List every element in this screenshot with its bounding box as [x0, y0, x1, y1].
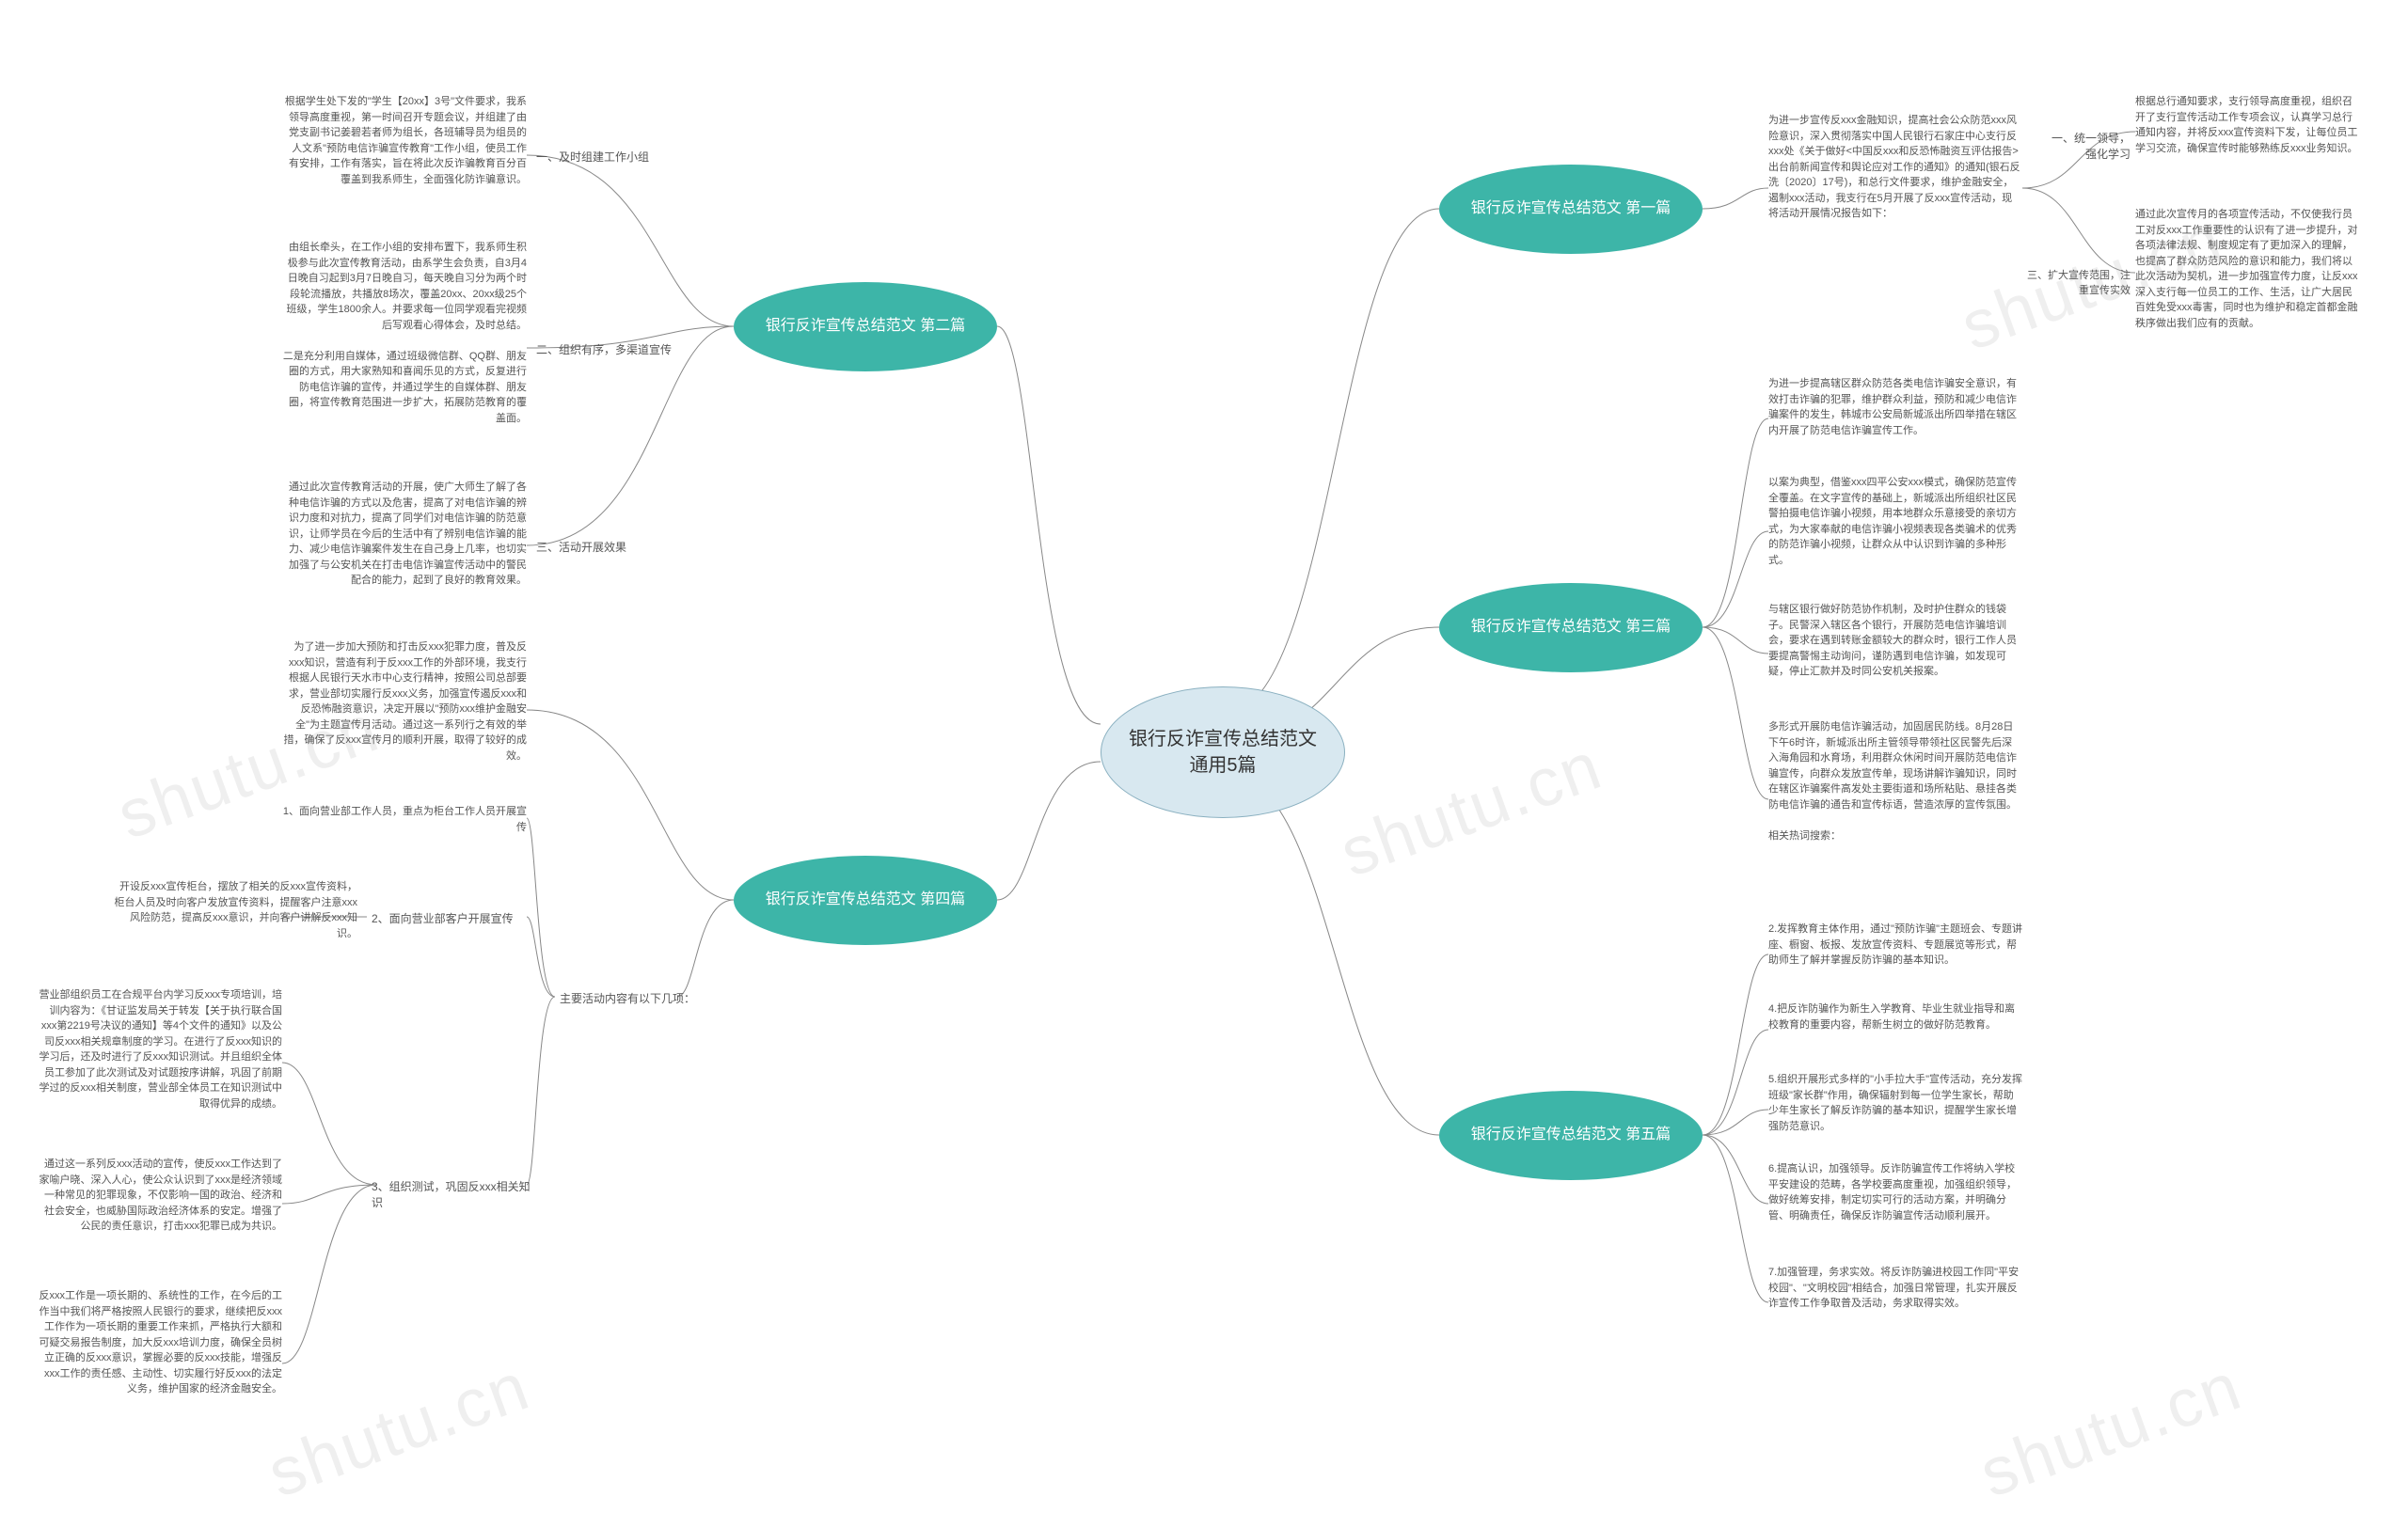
leaf-s5-2: 4.把反诈防骗作为新生入学教育、毕业生就业指导和离校教育的重要内容，帮新生树立的…: [1768, 1001, 2022, 1032]
leaf-s1-intro: 为进一步宣传反xxx金融知识，提高社会公众防范xxx风险意识，深入贯彻落实中国人…: [1768, 113, 2022, 222]
leaf-s5-1: 2.发挥教育主体作用，通过"预防诈骗"主题班会、专题讲座、橱窗、板报、发放宣传资…: [1768, 922, 2022, 969]
leaf-s1-c2: 通过此次宣传月的各项宣传活动，不仅使我行员工对反xxx工作重要性的认识有了进一步…: [2135, 207, 2361, 331]
watermark: shutu.cn: [1331, 727, 1612, 892]
leaf-s2-3-label: 三、活动开展效果: [536, 539, 687, 555]
watermark: shutu.cn: [259, 1348, 540, 1513]
leaf-s2-2-label: 二、组织有序，多渠道宣传: [536, 341, 696, 357]
subnode-1[interactable]: 银行反诈宣传总结范文 第一篇: [1439, 165, 1703, 254]
leaf-s2-3: 通过此次宣传教育活动的开展，使广大师生了解了各种电信诈骗的方式以及危害，提高了对…: [282, 480, 527, 589]
leaf-s4-sub3c: 反xxx工作是一项长期的、系统性的工作，在今后的工作当中我们将严格按照人民银行的…: [38, 1288, 282, 1397]
subnode-2[interactable]: 银行反诈宣传总结范文 第二篇: [734, 282, 997, 371]
leaf-s2-1: 根据学生处下发的"学生【20xx】3号"文件要求，我系领导高度重视，第一时间召开…: [282, 94, 527, 187]
leaf-s3-2: 以案为典型，借鉴xxx四平公安xxx模式，确保防范宣传全覆盖。在文字宣传的基础上…: [1768, 475, 2022, 568]
leaf-s4-sub3-label: 3、组织测试，巩固反xxx相关知识: [372, 1178, 541, 1210]
subnode-label: 银行反诈宣传总结范文 第三篇: [1471, 618, 1671, 638]
center-node-label: 银行反诈宣传总结范文通用5篇: [1120, 726, 1325, 779]
leaf-s2-2: 由组长牵头，在工作小组的安排布置下，我系师生积极参与此次宣传教育活动，由系学生会…: [282, 240, 527, 426]
center-node[interactable]: 银行反诈宣传总结范文通用5篇: [1101, 686, 1345, 818]
leaf-s4-intro: 为了进一步加大预防和打击反xxx犯罪力度，普及反xxx知识，营造有利于反xxx工…: [282, 639, 527, 764]
leaf-s4-sub2-label: 2、面向营业部客户开展宣传: [372, 910, 531, 926]
subnode-4[interactable]: 银行反诈宣传总结范文 第四篇: [734, 856, 997, 945]
leaf-s4-sub3a: 营业部组织员工在合规平台内学习反xxx专项培训，培训内容为：《甘证监发局关于转发…: [38, 987, 282, 1111]
subnode-label: 银行反诈宣传总结范文 第一篇: [1471, 199, 1671, 219]
subnode-3[interactable]: 银行反诈宣传总结范文 第三篇: [1439, 583, 1703, 672]
leaf-s4-mainlabel: 主要活动内容有以下几项：: [560, 990, 710, 1006]
leaf-s4-sub1: 1、面向营业部工作人员，重点为柜台工作人员开展宣传: [282, 804, 527, 835]
subnode-label: 银行反诈宣传总结范文 第五篇: [1471, 1126, 1671, 1145]
leaf-s4-sub2-text: 开设反xxx宣传柜台，摆放了相关的反xxx宣传资料，柜台人员及时向客户发放宣传资…: [113, 879, 357, 941]
watermark: shutu.cn: [1971, 1348, 2252, 1513]
leaf-s3-3: 与辖区银行做好防范协作机制，及时护住群众的钱袋子。民警深入辖区各个银行，开展防范…: [1768, 602, 2022, 680]
leaf-s5-5: 7.加强管理，务求实效。将反诈防骗进校园工作同"平安校园"、"文明校园"相结合，…: [1768, 1265, 2022, 1312]
leaf-s1-c1: 根据总行通知要求，支行领导高度重视，组织召开了支行宣传活动工作专项会议，认真学习…: [2135, 94, 2361, 156]
subnode-label: 银行反诈宣传总结范文 第四篇: [766, 890, 965, 910]
subnode-5[interactable]: 银行反诈宣传总结范文 第五篇: [1439, 1091, 1703, 1180]
leaf-s1-c2-label: 三、扩大宣传范围，注重宣传实效: [2027, 267, 2131, 297]
subnode-label: 银行反诈宣传总结范文 第二篇: [766, 317, 965, 337]
leaf-s3-4: 多形式开展防电信诈骗活动，加固居民防线。8月28日下午6时许，新城派出所主管领导…: [1768, 719, 2022, 843]
leaf-s3-1: 为进一步提高辖区群众防范各类电信诈骗安全意识，有效打击诈骗的犯罪，维护群众利益，…: [1768, 376, 2022, 438]
leaf-s5-3: 5.组织开展形式多样的"小手拉大手"宣传活动，充分发挥班级"家长群"作用，确保辐…: [1768, 1072, 2022, 1134]
leaf-s1-c1-label: 一、统一领导，强化学习: [2041, 130, 2131, 162]
leaf-s5-4: 6.提高认识，加强领导。反诈防骗宣传工作将纳入学校平安建设的范畴，各学校要高度重…: [1768, 1161, 2022, 1223]
leaf-s4-sub3b: 通过这一系列反xxx活动的宣传，使反xxx工作达到了家喻户晓、深入人心，使公众认…: [38, 1157, 282, 1235]
leaf-s2-1-label: 一、及时组建工作小组: [536, 149, 687, 165]
